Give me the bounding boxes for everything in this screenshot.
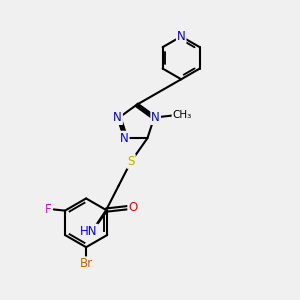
Text: CH₃: CH₃ [172, 110, 192, 120]
Text: F: F [45, 203, 52, 216]
Text: N: N [177, 30, 186, 43]
Text: N: N [120, 132, 129, 145]
Text: S: S [128, 155, 135, 168]
Text: O: O [128, 201, 137, 214]
Text: N: N [113, 111, 122, 124]
Text: HN: HN [80, 225, 98, 238]
Text: N: N [151, 111, 160, 124]
Text: Br: Br [80, 257, 93, 270]
